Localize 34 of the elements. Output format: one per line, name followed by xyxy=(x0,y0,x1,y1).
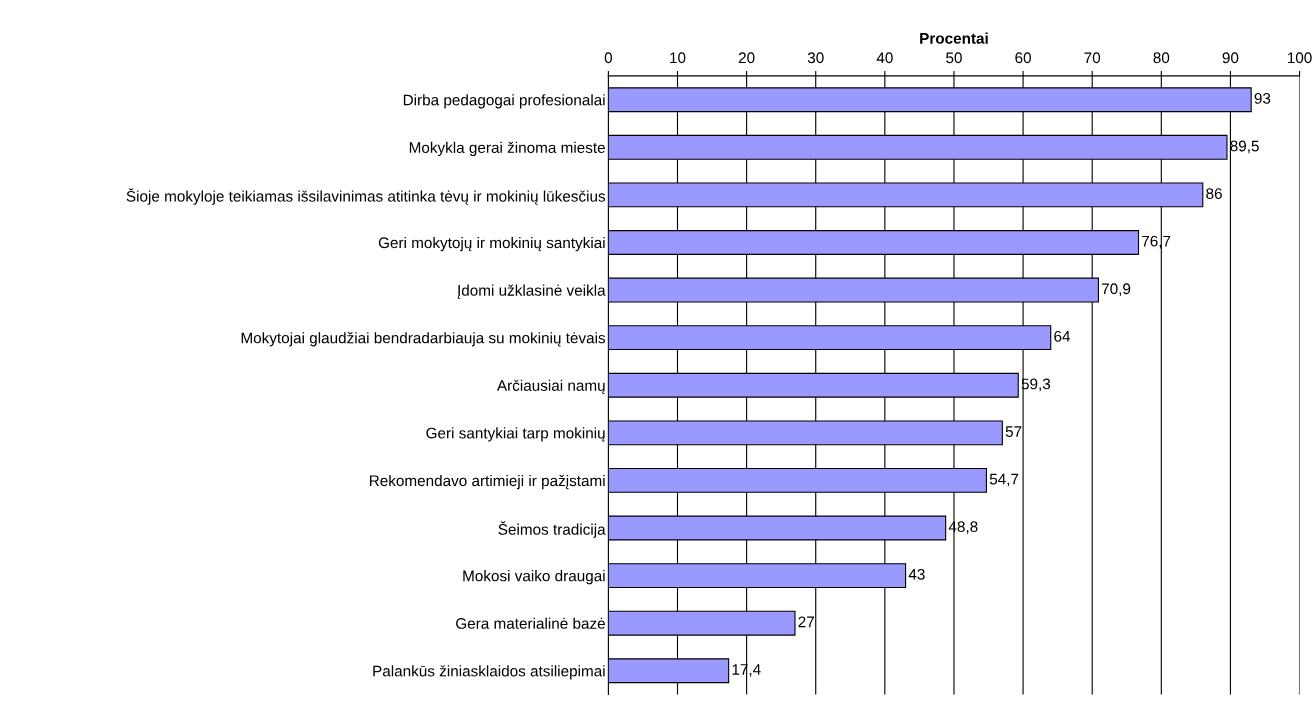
x-tick-label: 20 xyxy=(738,52,755,64)
x-tick-label: 0 xyxy=(604,52,613,64)
x-axis-title: Procentai xyxy=(920,32,988,44)
y-tick-label: Šioje mokyloje teikiamas išsilavinimas atitinka tėvų ir mokinių lūkesčius xyxy=(126,188,606,205)
data-label: 86 xyxy=(1206,188,1222,199)
data-label: 64 xyxy=(1054,330,1071,342)
y-tick-label: Geri mokytojų ir mokinių santykiai xyxy=(378,236,605,252)
data-label: 43 xyxy=(908,568,925,580)
data-label: 27 xyxy=(798,616,814,628)
y-tick-label: Mokykla gerai žinoma mieste xyxy=(409,141,605,157)
y-tick-label: Šeimos tradicija xyxy=(498,521,606,538)
x-tick-label: 60 xyxy=(1015,52,1031,64)
data-label: 89,5 xyxy=(1230,140,1259,154)
x-tick-label: 30 xyxy=(807,52,824,64)
y-tick-label: Palankūs žiniasklaidos atsiliepimai xyxy=(373,665,605,680)
y-tick-label: Rekomendavo artimieji ir pažįstami xyxy=(369,474,605,490)
y-tick-label: Įdomi užklasinė veikla xyxy=(457,284,606,299)
data-label: 93 xyxy=(1254,93,1271,104)
y-tick-label: Gera materialinė bazė xyxy=(456,617,605,629)
data-label: 57 xyxy=(1005,426,1022,437)
x-tick-label: 40 xyxy=(876,52,893,64)
x-tick-label: 50 xyxy=(946,52,962,64)
x-tick-label: 70 xyxy=(1084,52,1101,64)
y-tick-label: Arčiausiai namų xyxy=(496,379,605,394)
data-label: 70,9 xyxy=(1101,283,1131,296)
data-label: 54,7 xyxy=(989,473,1019,487)
x-tick-label: 90 xyxy=(1222,52,1239,64)
y-tick-label: Mokytojai glaudžiai bendradarbiauja su mokinių tėvais xyxy=(241,332,606,347)
x-tick-label: 10 xyxy=(670,52,686,64)
y-tick-label: Geri santykiai tarp mokinių xyxy=(426,427,605,442)
y-tick-label: Dirba pedagogai profesionalai xyxy=(403,94,605,109)
x-tick-label: 100 xyxy=(1287,52,1312,64)
x-tick-label: 80 xyxy=(1153,52,1170,64)
y-tick-label: Mokosi vaiko draugai xyxy=(463,570,605,585)
